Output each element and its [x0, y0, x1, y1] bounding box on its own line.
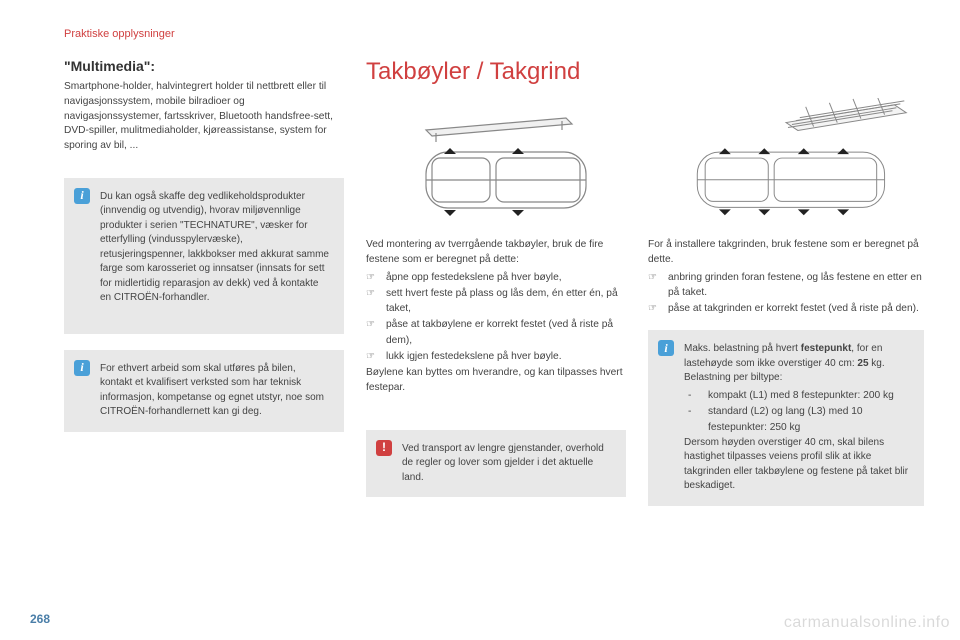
figure-roof-bar — [366, 98, 626, 226]
warning-icon: ! — [376, 440, 392, 456]
roof-bar-lead: Ved montering av tverrgående takbøyler, … — [366, 238, 626, 268]
info-icon: i — [658, 340, 674, 356]
info-icon: i — [74, 360, 90, 376]
figure-roof-rack — [648, 98, 924, 226]
watermark: carmanualsonline.info — [784, 614, 950, 632]
info-text: Du kan også skaffe deg vedlikeholdsprodu… — [100, 191, 329, 304]
roof-rack-bullets: ☞anbring grinden foran festene, og lås f… — [648, 270, 924, 317]
multimedia-paragraph: Smartphone-holder, halvintegrert holder … — [64, 80, 344, 154]
info-box-maintenance: i Du kan også skaffe deg vedlikeholdspro… — [64, 178, 344, 334]
column-roof-rack: For å installere takgrinden, bruk festen… — [648, 58, 924, 506]
roof-rack-lead: For å installere takgrinden, bruk festen… — [648, 238, 924, 268]
info-text: For ethvert arbeid som skal utføres på b… — [100, 363, 324, 418]
multimedia-heading: "Multimedia": — [64, 58, 344, 74]
warning-text: Ved transport av lengre gjenstander, ove… — [402, 443, 604, 483]
section-header: Praktiske opplysninger — [64, 28, 924, 40]
column-multimedia: "Multimedia": Smartphone-holder, halvint… — [64, 58, 344, 506]
page-number: 268 — [30, 612, 50, 626]
column-roof-bars: Takbøyler / Takgrind — [366, 58, 626, 506]
info-icon: i — [74, 188, 90, 204]
warning-box-transport: ! Ved transport av lengre gjenstander, o… — [366, 430, 626, 498]
page-title: Takbøyler / Takgrind — [366, 58, 626, 86]
roof-bar-bullets: ☞åpne opp festedekslene på hver bøyle, ☞… — [366, 270, 626, 365]
info-box-workshop: i For ethvert arbeid som skal utføres på… — [64, 350, 344, 432]
roof-bar-tail: Bøylene kan byttes om hverandre, og kan … — [366, 366, 626, 396]
info-box-load: i Maks. belastning på hvert festepunkt, … — [648, 330, 924, 505]
